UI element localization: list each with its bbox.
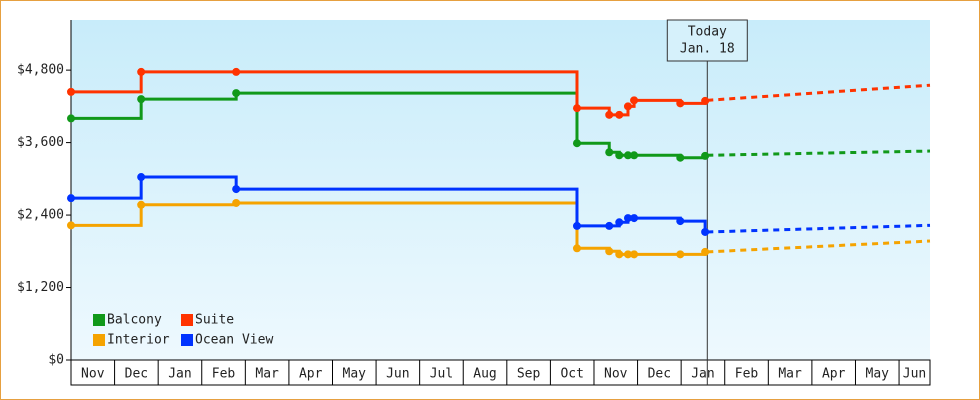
x-tick-label: Mar xyxy=(778,367,802,382)
data-point xyxy=(232,67,241,76)
y-tick-label: $1,200 xyxy=(17,280,64,295)
data-point xyxy=(701,247,710,256)
data-point xyxy=(701,227,710,236)
x-tick-label: Apr xyxy=(822,367,846,382)
data-point xyxy=(605,110,614,119)
data-point xyxy=(572,139,581,148)
legend-swatch xyxy=(93,334,105,346)
legend-label: Suite xyxy=(195,313,234,328)
data-point xyxy=(615,151,624,160)
data-point xyxy=(137,200,146,209)
x-tick-label: Aug xyxy=(473,367,496,382)
legend-swatch xyxy=(181,314,193,326)
forecast-line xyxy=(707,83,931,102)
forecast-line xyxy=(707,223,931,234)
data-point xyxy=(701,151,710,160)
data-point xyxy=(137,95,146,104)
data-point xyxy=(623,102,632,111)
data-point xyxy=(615,110,624,119)
data-point xyxy=(67,114,75,123)
data-point xyxy=(67,87,75,96)
data-point xyxy=(623,151,632,160)
data-point xyxy=(630,151,639,160)
x-tick-label: Sep xyxy=(517,367,541,382)
legend-label: Interior xyxy=(107,333,170,348)
data-point xyxy=(232,185,241,194)
data-point xyxy=(67,221,75,230)
x-tick-label: Jan xyxy=(691,367,714,382)
data-point xyxy=(605,247,614,256)
data-point xyxy=(137,67,146,76)
data-point xyxy=(676,250,685,259)
data-point xyxy=(676,153,685,162)
x-tick-label: Dec xyxy=(125,367,148,382)
x-tick-label: Jun xyxy=(903,367,926,382)
forecast-line xyxy=(707,239,931,254)
legend-swatch xyxy=(93,314,105,326)
today-box xyxy=(666,19,748,62)
y-tick-label: $0 xyxy=(48,353,64,368)
y-tick-label: $4,800 xyxy=(17,63,64,78)
x-tick-label: Nov xyxy=(604,367,628,382)
data-point xyxy=(623,214,632,223)
data-point xyxy=(701,96,710,105)
data-point xyxy=(623,250,632,259)
data-point xyxy=(67,194,75,203)
data-point xyxy=(572,221,581,230)
legend-label: Balcony xyxy=(107,313,162,328)
x-tick-label: Jul xyxy=(430,367,453,382)
x-tick-label: Jan xyxy=(168,367,191,382)
legend-swatch xyxy=(181,334,193,346)
data-point xyxy=(630,96,639,105)
data-point xyxy=(676,99,685,108)
data-point xyxy=(615,250,624,259)
legend-label: Ocean View xyxy=(195,333,273,348)
data-point xyxy=(137,173,146,182)
x-tick-label: Feb xyxy=(212,367,236,382)
data-point xyxy=(572,244,581,253)
data-point xyxy=(676,217,685,226)
x-tick-label: Nov xyxy=(81,367,105,382)
data-point xyxy=(630,250,639,259)
x-tick-label: Apr xyxy=(299,367,323,382)
data-point xyxy=(630,214,639,223)
y-tick-label: $2,400 xyxy=(17,208,64,223)
x-tick-label: Jun xyxy=(386,367,409,382)
data-point xyxy=(615,218,624,227)
today-label: Today xyxy=(688,25,727,40)
data-point xyxy=(232,198,241,207)
x-tick-label: May xyxy=(866,367,890,382)
x-tick-label: May xyxy=(343,367,367,382)
data-point xyxy=(232,89,241,98)
x-tick-label: Dec xyxy=(648,367,671,382)
forecast-line xyxy=(707,149,931,157)
data-point xyxy=(605,221,614,230)
y-tick-label: $3,600 xyxy=(17,135,64,150)
today-label: Jan. 18 xyxy=(680,42,735,57)
x-tick-label: Oct xyxy=(560,367,583,382)
x-tick-label: Feb xyxy=(735,367,759,382)
data-point xyxy=(572,104,581,113)
data-point xyxy=(605,148,614,157)
x-tick-label: Mar xyxy=(255,367,279,382)
